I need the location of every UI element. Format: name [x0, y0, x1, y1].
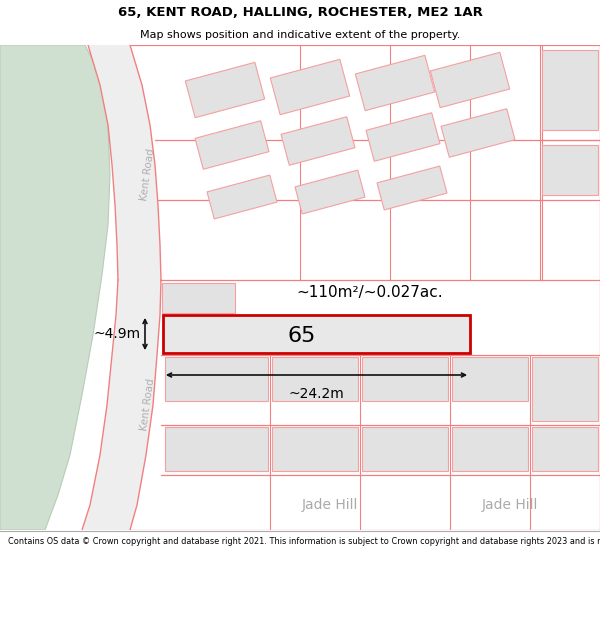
Polygon shape	[272, 357, 358, 401]
Polygon shape	[0, 45, 110, 530]
Polygon shape	[362, 427, 448, 471]
Polygon shape	[532, 357, 598, 421]
Text: 65, KENT ROAD, HALLING, ROCHESTER, ME2 1AR: 65, KENT ROAD, HALLING, ROCHESTER, ME2 1…	[118, 6, 482, 19]
Polygon shape	[185, 62, 265, 118]
Polygon shape	[88, 45, 161, 280]
Text: ~110m²/~0.027ac.: ~110m²/~0.027ac.	[296, 286, 443, 301]
Polygon shape	[542, 145, 598, 195]
Polygon shape	[295, 170, 365, 214]
Text: 65: 65	[287, 326, 316, 346]
Polygon shape	[82, 280, 161, 530]
Polygon shape	[430, 52, 509, 107]
Text: Jade Hill: Jade Hill	[482, 498, 538, 512]
Text: Kent Road: Kent Road	[139, 378, 157, 432]
Bar	[163, 315, 470, 353]
Text: Map shows position and indicative extent of the property.: Map shows position and indicative extent…	[140, 30, 460, 40]
Polygon shape	[362, 357, 448, 401]
Polygon shape	[207, 175, 277, 219]
Polygon shape	[165, 357, 268, 401]
Polygon shape	[441, 109, 515, 158]
Polygon shape	[271, 59, 350, 114]
Text: Jade Hill: Jade Hill	[302, 498, 358, 512]
Polygon shape	[532, 427, 598, 471]
Polygon shape	[165, 427, 268, 471]
Polygon shape	[452, 357, 528, 401]
Polygon shape	[377, 166, 447, 210]
Polygon shape	[162, 283, 235, 313]
Text: ~24.2m: ~24.2m	[289, 387, 344, 401]
Polygon shape	[272, 427, 358, 471]
Text: Contains OS data © Crown copyright and database right 2021. This information is : Contains OS data © Crown copyright and d…	[8, 537, 600, 546]
Polygon shape	[195, 121, 269, 169]
Text: ~4.9m: ~4.9m	[94, 327, 141, 341]
Polygon shape	[366, 112, 440, 161]
Text: Kent Road: Kent Road	[139, 148, 157, 202]
Polygon shape	[542, 50, 598, 130]
Polygon shape	[355, 56, 434, 111]
Polygon shape	[452, 427, 528, 471]
Polygon shape	[281, 117, 355, 165]
